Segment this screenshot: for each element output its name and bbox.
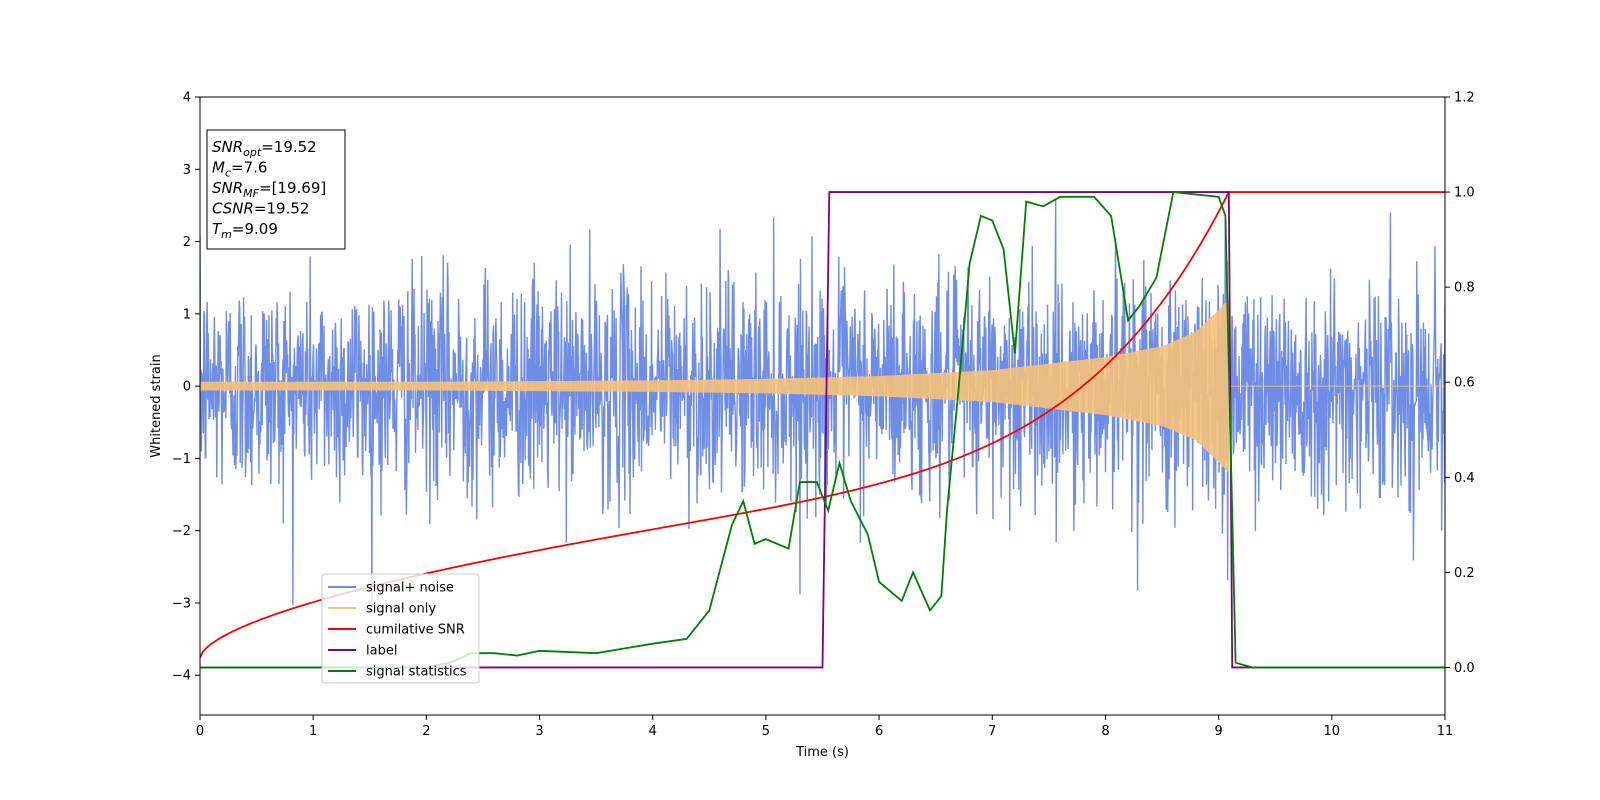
- series-line: [200, 199, 1445, 611]
- annotation-symbol: SNR: [212, 138, 243, 156]
- annotation-line: Mc=7.6: [212, 159, 267, 180]
- annotation-symbol: M: [212, 159, 225, 177]
- x-tick-label: 0: [196, 724, 204, 739]
- annotation-subscript: MF: [243, 187, 259, 200]
- annotation-line: Tm=9.09: [212, 220, 278, 241]
- x-tick-label: 3: [535, 724, 543, 739]
- annotation-value: =9.09: [232, 220, 278, 238]
- legend-entry: signal statistics: [366, 665, 467, 680]
- annotation-symbol: CSNR: [212, 200, 254, 218]
- y-right-tick-label: 0.2: [1454, 566, 1475, 581]
- annotation-line: CSNR=19.52: [212, 200, 309, 218]
- series-signal-only: [200, 299, 1445, 473]
- x-tick-label: 4: [649, 724, 657, 739]
- y-left-tick-label: 0: [183, 380, 191, 395]
- series-line: [200, 191, 1445, 669]
- legend-entry: cumilative SNR: [366, 623, 465, 638]
- y-left-tick-label: −2: [172, 524, 191, 539]
- annotation-symbol: T: [212, 220, 223, 238]
- y-right-tick-label: 0.4: [1454, 471, 1475, 486]
- legend-entry: signal only: [366, 602, 436, 617]
- annotation-symbol: SNR: [212, 179, 243, 197]
- annotation-value: =7.6: [231, 159, 267, 177]
- series-signal-statistics: [200, 191, 1445, 669]
- annotation-line: SNRopt=19.52: [212, 138, 317, 159]
- annotation-value: =[19.69]: [259, 179, 326, 197]
- y-axis-label: Whitened strain: [149, 354, 164, 457]
- x-tick-label: 10: [1324, 724, 1341, 739]
- annotation-value: =19.52: [254, 200, 310, 218]
- y-left-tick-label: 4: [183, 91, 191, 106]
- series-signal-noise: [200, 199, 1445, 611]
- y-left-tick-label: 1: [183, 307, 191, 322]
- legend: signal+ noise signal only cumilative SNR la…: [321, 573, 480, 684]
- axes-frame: [199, 96, 1446, 716]
- x-tick-label: 6: [875, 724, 883, 739]
- annotation-frame: [206, 129, 346, 250]
- x-tick-label: 1: [309, 724, 317, 739]
- annotation-subscript: opt: [243, 146, 262, 159]
- annotation-value: =19.52: [261, 138, 317, 156]
- x-tick-label: 2: [422, 724, 430, 739]
- legend-frame: [321, 573, 480, 684]
- x-tick-label: 8: [1101, 724, 1109, 739]
- annotation-line: SNRMF=[19.69]: [212, 179, 326, 200]
- y-left-tick-label: −4: [172, 669, 191, 684]
- y-left-tick-label: −1: [172, 452, 191, 467]
- y-right-tick-label: 0.0: [1454, 661, 1475, 676]
- y-right-tick-label: 1.0: [1454, 186, 1475, 201]
- series-line: [200, 299, 1445, 473]
- x-tick-label: 11: [1437, 724, 1454, 739]
- y-left-tick-label: 3: [183, 163, 191, 178]
- y-left-tick-label: 2: [183, 235, 191, 250]
- y-right-tick-label: 1.2: [1454, 91, 1475, 106]
- annotation-subscript: m: [221, 228, 232, 241]
- legend-entry: label: [366, 644, 397, 659]
- y-left-tick-label: −3: [172, 596, 191, 611]
- x-tick-label: 9: [1214, 724, 1222, 739]
- x-tick-label: 5: [762, 724, 770, 739]
- x-tick-label: 7: [988, 724, 996, 739]
- axes: 0 1 2 3 4 5 6 7 8 9 10 11 −4 −3 −2 −1 0 1 2 3 4 0.0 0.2 0.4 0.6 0…: [172, 91, 1475, 740]
- annotation-subscript: c: [225, 167, 231, 180]
- y-right-tick-label: 0.6: [1454, 376, 1475, 391]
- y-right-tick-label: 0.8: [1454, 281, 1475, 296]
- annotation-box: SNRopt=19.52Mc=7.6SNRMF=[19.69]CSNR=19.5…: [206, 129, 346, 250]
- legend-entry: signal+ noise: [366, 581, 454, 596]
- x-axis-label: Time (s): [795, 745, 849, 760]
